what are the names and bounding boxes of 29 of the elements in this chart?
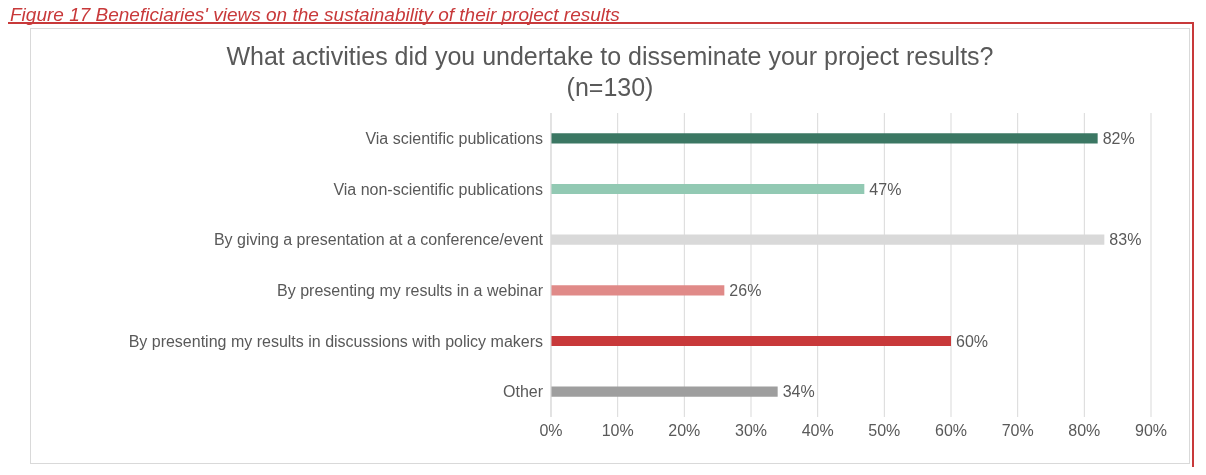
data-label: 26% xyxy=(729,282,762,300)
y-tick-label: By presenting my results in a webinar xyxy=(277,282,544,300)
caption: Figure 17 Beneficiaries' views on the sustainability of their project results xyxy=(10,7,620,26)
data-label: 34% xyxy=(782,383,815,401)
x-tick-label: 30% xyxy=(734,422,768,440)
x-tick-label: 10% xyxy=(601,422,634,440)
x-tick-label: 60% xyxy=(934,422,968,440)
data-label: 83% xyxy=(1109,231,1142,249)
chart-title: What activities did you undertake to disseminate your project results? (n=130) xyxy=(225,41,995,103)
data-label: 82% xyxy=(1102,130,1135,148)
y-tick-label: By presenting my results in discussions with policy makers xyxy=(128,332,543,350)
data-label: 60% xyxy=(956,332,989,350)
x-tick-label: 90% xyxy=(1134,422,1168,440)
x-tick-label: 0% xyxy=(539,422,563,440)
x-tick-label: 50% xyxy=(868,422,901,440)
y-tick-label: By giving a presentation at a conference/event xyxy=(213,231,544,249)
bar xyxy=(551,133,1098,144)
x-tick-label: 40% xyxy=(801,422,834,440)
y-tick-label: Other xyxy=(502,383,544,401)
bar xyxy=(551,386,778,397)
data-label: 47% xyxy=(869,180,902,198)
bar xyxy=(551,335,951,347)
x-tick-label: 80% xyxy=(1068,422,1101,440)
y-tick-label: Via non-scientific publications xyxy=(333,180,543,198)
y-tick-label: Via scientific publications xyxy=(365,130,543,148)
bar xyxy=(551,183,865,195)
x-tick-label: 70% xyxy=(1001,422,1034,440)
x-tick-label: 20% xyxy=(668,422,701,440)
bar xyxy=(551,285,725,296)
